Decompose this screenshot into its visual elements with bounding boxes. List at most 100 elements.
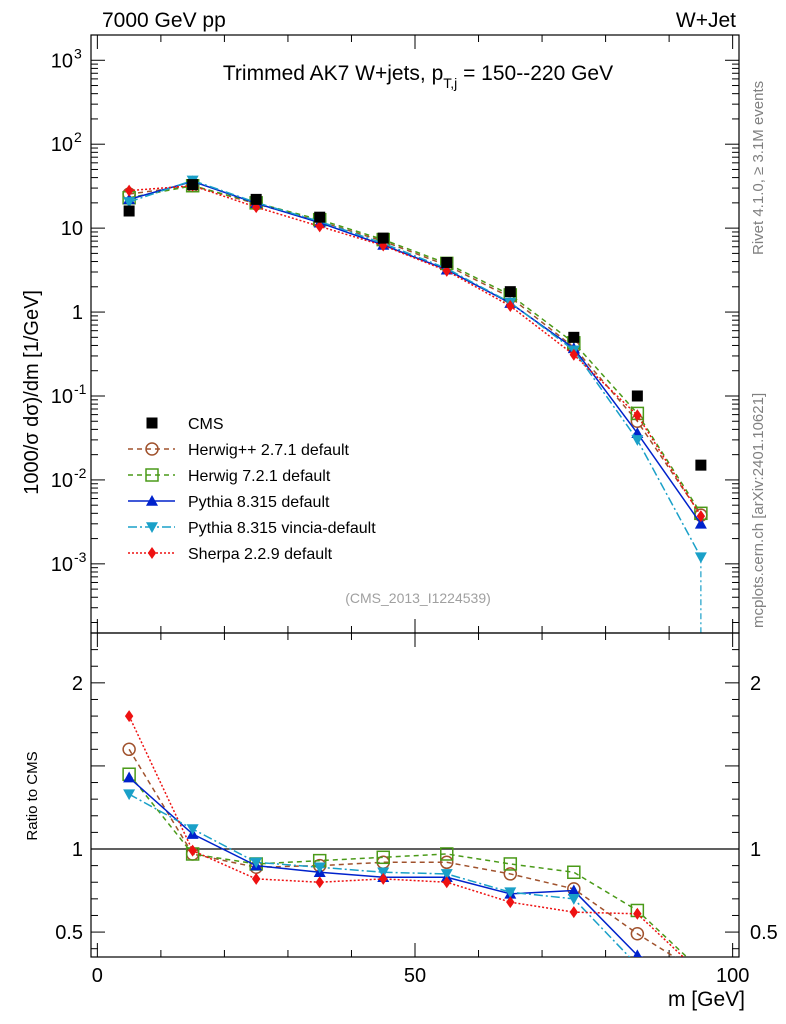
marker-square [376, 850, 390, 865]
marker-triangle-down [504, 887, 517, 899]
marker-data [441, 256, 453, 268]
y-tick-label: 10 [51, 134, 73, 156]
series-line [128, 184, 702, 514]
marker-diamond [147, 547, 157, 559]
series-line [129, 184, 702, 517]
marker-triangle-up [694, 517, 707, 529]
marker-data [314, 211, 326, 223]
ratio-panel: 0 50 1000.5 0.51 12 2 [55, 632, 778, 987]
marker-triangle-down [146, 522, 158, 533]
marker-triangle-down [250, 857, 263, 869]
legend-label: Herwig++ 2.7.1 default [188, 442, 350, 459]
marker-triangle-down [186, 824, 199, 836]
marker-diamond [569, 348, 579, 361]
marker-square [503, 857, 518, 871]
x-tick-label: 0 [92, 965, 103, 987]
y-tick-label: 10 [51, 470, 73, 492]
legend-label: Pythia 8.315 default [188, 494, 330, 511]
marker-diamond [442, 876, 451, 889]
marker-triangle-up [123, 771, 136, 783]
ratio-tick-label-right: 1 [750, 839, 761, 861]
marker-data [146, 417, 158, 429]
marker-triangle-up [146, 495, 158, 506]
y-tick-label: 10 [51, 50, 73, 72]
marker-data [377, 232, 389, 244]
y-tick-label: 1 [72, 302, 83, 324]
energy-label: 7000 GeV pp [102, 9, 226, 32]
marker-data [123, 205, 135, 217]
y-tick-exponent: -2 [74, 465, 87, 481]
marker-triangle-down [440, 869, 453, 880]
x-axis-label: m [GeV] [668, 988, 745, 1011]
series-line [129, 184, 702, 516]
y-tick-label: 10 [51, 554, 73, 576]
marker-data [568, 331, 580, 343]
marker-diamond [379, 872, 388, 885]
marker-diamond [506, 300, 515, 313]
rivet-label: Rivet 4.1.0, ≥ 3.1M events [750, 81, 767, 255]
marker-triangle-down [567, 894, 580, 905]
marker-triangle-down [123, 789, 136, 801]
mcplots-label: mcplots.cern.ch [arXiv:2401.10621] [750, 393, 767, 628]
ratio-axis-label: Ratio to CMS [24, 751, 41, 840]
ratio-line [128, 773, 688, 957]
marker-circle [145, 442, 159, 456]
ratio-line [128, 776, 644, 957]
y-tick-exponent: 3 [74, 45, 82, 61]
marker-data [631, 390, 643, 402]
title-rest: = 150--220 GeV [457, 62, 613, 85]
y-tick-label: 10 [61, 218, 83, 240]
marker-square [440, 847, 454, 861]
legend-label: Sherpa 2.2.9 default [188, 546, 333, 563]
y-tick-exponent: -3 [74, 549, 87, 565]
process-label: W+Jet [676, 9, 736, 32]
marker-diamond [506, 896, 515, 909]
marker-diamond [124, 184, 134, 197]
y-tick-exponent: 2 [74, 129, 82, 145]
marker-triangle-down [123, 197, 136, 208]
marker-triangle-down [313, 862, 326, 874]
ratio-line [128, 748, 676, 957]
marker-data [187, 179, 199, 191]
marker-circle [440, 855, 454, 870]
main-frame [90, 34, 740, 634]
legend: CMS Herwig++ 2.7.1 default Herwig 7.2.1 de… [128, 416, 376, 563]
marker-circle [122, 742, 136, 757]
ratio-tick-label: 0.5 [55, 922, 83, 944]
marker-diamond [315, 876, 324, 889]
ratio-tick-label: 1 [72, 839, 83, 861]
marker-diamond [569, 906, 579, 919]
ratio-tick-label-right: 2 [750, 673, 761, 695]
marker-square [567, 865, 581, 880]
ratio-series-group [122, 710, 688, 957]
title-main: Trimmed AK7 W+jets, p [223, 62, 443, 85]
analysis-watermark: (CMS_2013_I1224539) [345, 590, 491, 606]
marker-circle [503, 867, 518, 881]
marker-diamond [696, 510, 706, 523]
marker-data [250, 193, 262, 205]
x-tick-label: 50 [404, 965, 426, 987]
marker-triangle-down [631, 435, 644, 446]
ratio-frame [90, 632, 740, 958]
legend-label: Pythia 8.315 vincia-default [188, 520, 376, 537]
y-axis-label: 1000/σ dσ)/dm [1/GeV] [21, 290, 43, 495]
marker-data [504, 286, 516, 298]
marker-triangle-up [567, 884, 580, 896]
ratio-line [128, 793, 631, 957]
ratio-tick-label-right: 0.5 [750, 922, 778, 944]
marker-diamond [633, 907, 642, 920]
marker-diamond [188, 844, 197, 857]
series-line [128, 179, 702, 558]
marker-diamond [633, 409, 642, 422]
marker-diamond [124, 710, 134, 723]
y-tick-exponent: -1 [74, 381, 87, 397]
plot-title: Trimmed AK7 W+jets, pT,j = 150--220 GeV [223, 62, 613, 91]
y-tick-label: 10 [51, 386, 73, 408]
x-tick-label: 100 [716, 965, 749, 987]
marker-triangle-down [377, 867, 390, 879]
ratio-tick-label: 2 [72, 673, 83, 695]
main-series-group [122, 175, 708, 633]
marker-diamond [315, 220, 324, 233]
